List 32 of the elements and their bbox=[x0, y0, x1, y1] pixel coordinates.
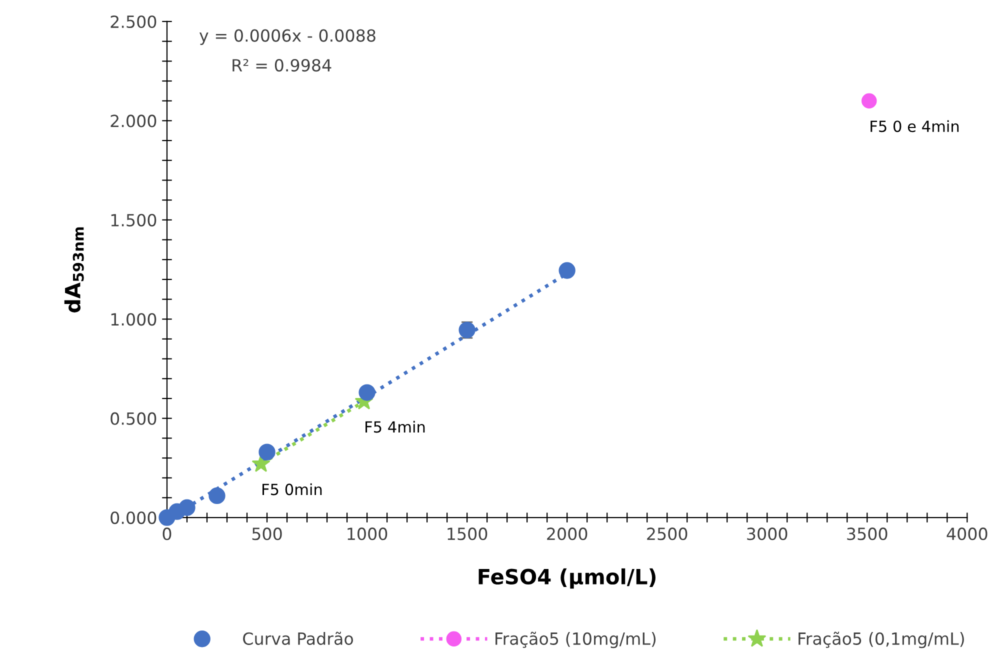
x-tick-label: 4000 bbox=[946, 528, 988, 540]
annotation: R² = 0.9984 bbox=[232, 58, 332, 72]
y-axis-title: dA$_{593nm}$ bbox=[64, 227, 84, 313]
point bbox=[208, 487, 226, 504]
point bbox=[558, 262, 576, 279]
annotation: F5 0min bbox=[262, 483, 322, 496]
x-tick-label: 3500 bbox=[847, 528, 888, 540]
y-tick-label: 1.000 bbox=[111, 313, 156, 326]
point bbox=[358, 384, 376, 401]
point bbox=[258, 444, 276, 460]
legend-label: Curva Padrão bbox=[243, 632, 353, 645]
x-tick-label: 500 bbox=[252, 528, 282, 540]
y-tick-label: 0.500 bbox=[110, 412, 156, 425]
annotation: y = 0.0006x - 0.0088 bbox=[199, 29, 376, 46]
annotation: F5 4min bbox=[366, 420, 425, 433]
x-tick-label: 1500 bbox=[448, 528, 488, 540]
annotation: F5 0 e 4min bbox=[870, 120, 959, 132]
y-tick-label: 0.000 bbox=[110, 512, 156, 524]
legend-label: Fração5 (0,1mg/mL) bbox=[798, 632, 964, 648]
x-tick-label: 2000 bbox=[547, 528, 588, 540]
point bbox=[862, 93, 877, 108]
x-tick-label: 3000 bbox=[747, 528, 788, 540]
x-tick-label: 0 bbox=[162, 528, 172, 540]
y-tick-label: 1.500 bbox=[111, 214, 156, 226]
y-tick-label: 2.000 bbox=[110, 114, 156, 128]
point bbox=[252, 454, 270, 472]
legend-label: Fração5 (10mg/mL) bbox=[496, 632, 656, 648]
y-tick-label: 2.500 bbox=[110, 15, 156, 28]
x-tick-label: 2500 bbox=[647, 528, 688, 540]
point bbox=[178, 499, 196, 516]
x-tick-label: 1000 bbox=[348, 528, 388, 540]
x-axis-title: FeSO4 (µmol/L) bbox=[478, 568, 656, 589]
